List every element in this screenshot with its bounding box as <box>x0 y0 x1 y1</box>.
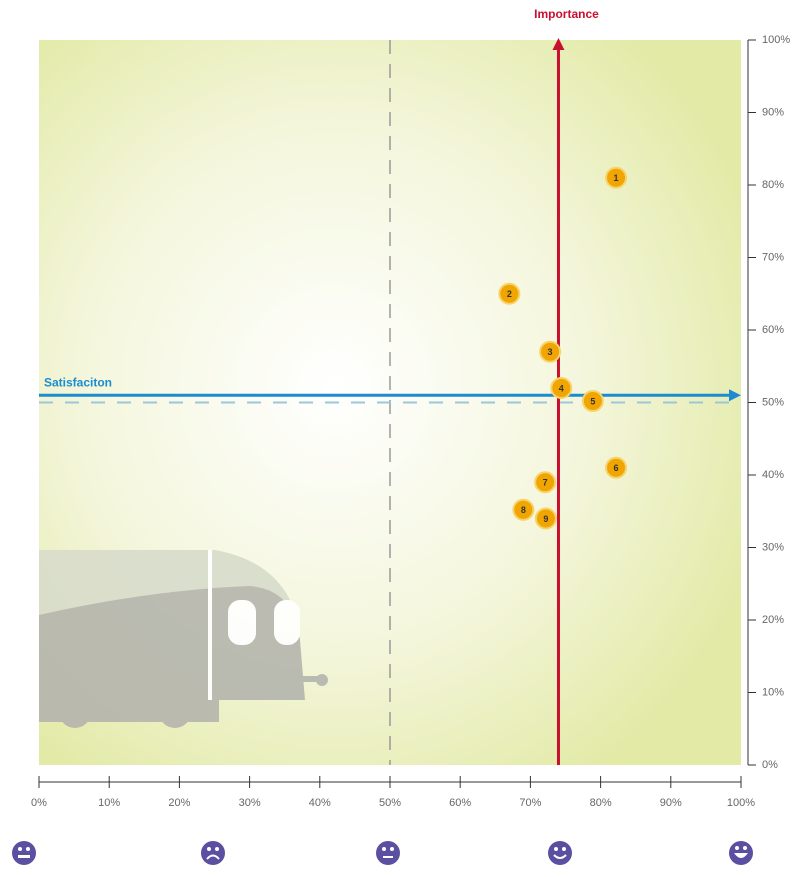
point-label: 2 <box>507 289 512 299</box>
y-tick-label: 80% <box>762 179 784 191</box>
x-tick-label: 0% <box>31 797 47 809</box>
x-tick-label: 90% <box>660 797 682 809</box>
y-tick-label: 20% <box>762 614 784 626</box>
x-tick-label: 50% <box>379 797 401 809</box>
point-label: 4 <box>559 383 564 393</box>
y-tick-label: 30% <box>762 541 784 553</box>
y-tick-label: 70% <box>762 251 784 263</box>
satisfaction-label: Satisfaciton <box>44 375 112 389</box>
y-tick-label: 0% <box>762 759 778 771</box>
emoji-faces <box>12 841 753 865</box>
x-tick-label: 70% <box>519 797 541 809</box>
y-tick-label: 90% <box>762 106 784 118</box>
x-tick-label: 10% <box>98 797 120 809</box>
x-tick-label: 30% <box>239 797 261 809</box>
point-label: 3 <box>548 347 553 357</box>
point-label: 5 <box>590 396 595 406</box>
x-tick-label: 100% <box>727 797 755 809</box>
point-label: 7 <box>543 478 548 488</box>
x-tick-label: 20% <box>168 797 190 809</box>
x-tick-label: 60% <box>449 797 471 809</box>
point-label: 8 <box>521 505 526 515</box>
chart: 0% 10% 20% 30% 40% 50% 60% 70% 80% 90% 100% 0% 10% 20… <box>0 0 812 877</box>
y-tick-label: 40% <box>762 469 784 481</box>
y-tick-label: 10% <box>762 686 784 698</box>
y-tick-label: 60% <box>762 324 784 336</box>
importance-label: Importance <box>534 7 599 21</box>
point-label: 9 <box>543 514 548 524</box>
point-label: 6 <box>614 463 619 473</box>
point-label: 1 <box>614 173 619 183</box>
y-tick-label: 50% <box>762 396 784 408</box>
y-tick-label: 100% <box>762 34 790 46</box>
x-tick-label: 80% <box>590 797 612 809</box>
x-tick-label: 40% <box>309 797 331 809</box>
